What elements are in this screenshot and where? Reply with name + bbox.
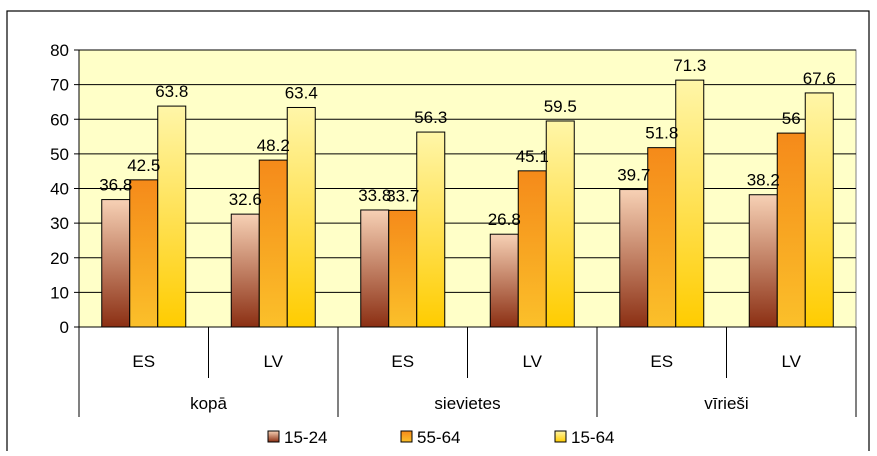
data-label: 56.3	[414, 108, 447, 127]
bar-55-64-3	[517, 170, 547, 328]
x-tick-label: LV	[263, 352, 283, 371]
bar-15-24-3	[489, 233, 519, 328]
legend-label: 15-24	[284, 428, 327, 447]
data-label: 59.5	[544, 97, 577, 116]
y-tick-label: 10	[50, 283, 69, 302]
data-label: 48.2	[257, 136, 290, 155]
legend-label: 55-64	[417, 428, 460, 447]
group-label: vīrieši	[704, 394, 748, 413]
data-label: 45.1	[516, 147, 549, 166]
y-tick-label: 20	[50, 249, 69, 268]
bar-55-64-0	[129, 179, 159, 328]
data-label: 36.8	[99, 176, 132, 195]
y-tick-label: 0	[60, 318, 69, 337]
y-tick-label: 80	[50, 41, 69, 60]
x-tick-label: ES	[391, 352, 414, 371]
data-label: 32.6	[229, 190, 262, 209]
bar-55-64-5	[776, 132, 806, 328]
data-label: 33.7	[386, 186, 419, 205]
bar-15-64-3	[545, 120, 575, 328]
data-label: 71.3	[673, 56, 706, 75]
bar-15-24-4	[619, 189, 649, 328]
data-label: 26.8	[488, 210, 521, 229]
data-label: 42.5	[127, 156, 160, 175]
y-tick-label: 40	[50, 180, 69, 199]
data-label: 38.2	[747, 171, 780, 190]
bar-15-64-2	[416, 131, 446, 328]
data-label: 51.8	[645, 124, 678, 143]
bar-15-64-5	[804, 92, 834, 328]
data-label: 67.6	[803, 69, 836, 88]
group-label: sievietes	[434, 394, 500, 413]
data-label: 56	[782, 109, 801, 128]
group-label: kopā	[190, 394, 227, 413]
legend-swatch	[554, 430, 567, 443]
bar-55-64-4	[647, 147, 677, 328]
y-tick-label: 50	[50, 145, 69, 164]
bar-15-64-0	[157, 105, 187, 328]
bar-15-24-5	[748, 194, 778, 328]
bar-55-64-1	[258, 159, 288, 328]
bar-15-24-1	[230, 213, 260, 328]
x-tick-label: ES	[650, 352, 673, 371]
data-label: 63.8	[155, 82, 188, 101]
y-tick-label: 70	[50, 76, 69, 95]
data-label: 63.4	[285, 83, 318, 102]
bar-15-64-4	[675, 79, 705, 328]
bar-55-64-2	[388, 209, 418, 328]
y-tick-label: 30	[50, 214, 69, 233]
legend-label: 15-64	[571, 428, 614, 447]
bar-15-24-0	[101, 199, 131, 328]
data-label: 39.7	[617, 166, 650, 185]
x-tick-label: ES	[132, 352, 155, 371]
legend-swatch	[267, 430, 280, 443]
bar-15-24-2	[360, 209, 390, 328]
bar-15-64-1	[286, 106, 316, 328]
y-tick-label: 60	[50, 110, 69, 129]
data-label: 33.8	[358, 186, 391, 205]
x-tick-label: LV	[781, 352, 801, 371]
x-tick-label: LV	[522, 352, 542, 371]
legend-swatch	[400, 430, 413, 443]
